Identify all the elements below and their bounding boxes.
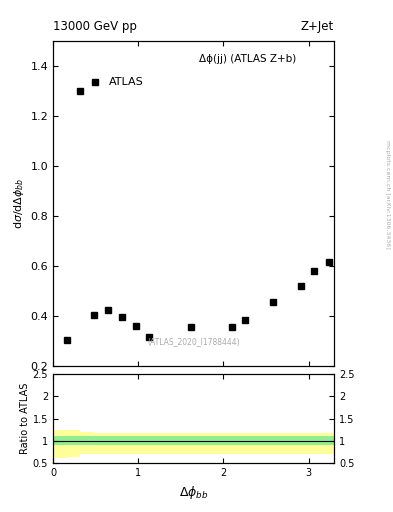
Text: ATLAS: ATLAS xyxy=(109,77,144,87)
Y-axis label: d$\sigma$/d$\Delta\phi_{bb}$: d$\sigma$/d$\Delta\phi_{bb}$ xyxy=(12,178,26,229)
Text: Δϕ(jj) (ATLAS Z+b): Δϕ(jj) (ATLAS Z+b) xyxy=(199,54,296,64)
Text: mcplots.cern.ch [arXiv:1306.3436]: mcplots.cern.ch [arXiv:1306.3436] xyxy=(385,140,389,249)
Y-axis label: Ratio to ATLAS: Ratio to ATLAS xyxy=(20,383,30,454)
Text: (ATLAS_2020_I1788444): (ATLAS_2020_I1788444) xyxy=(147,337,240,347)
Text: 13000 GeV pp: 13000 GeV pp xyxy=(53,20,137,33)
X-axis label: $\Delta\phi_{bb}$: $\Delta\phi_{bb}$ xyxy=(179,484,208,501)
Text: Z+Jet: Z+Jet xyxy=(301,20,334,33)
